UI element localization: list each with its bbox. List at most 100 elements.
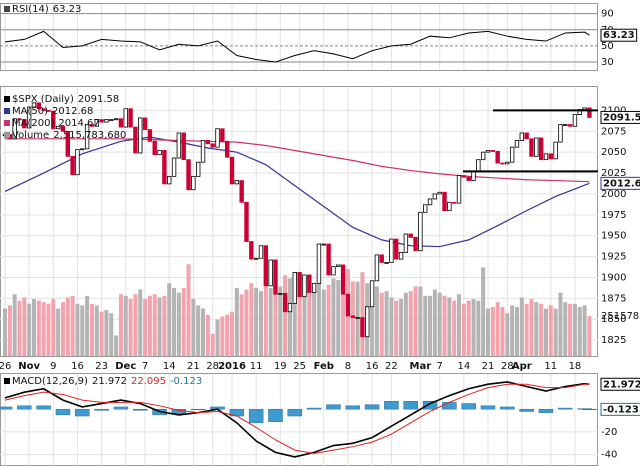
candle <box>350 315 355 318</box>
x-tick-label: 9 <box>50 361 56 372</box>
x-tick-label: 11 <box>544 361 557 372</box>
candle <box>553 141 558 160</box>
candle <box>80 148 85 151</box>
candle <box>336 264 341 268</box>
last-value-label: 2091.58 <box>603 112 640 123</box>
volume-bar <box>239 294 244 356</box>
candle <box>167 175 172 185</box>
volume-bar <box>210 333 215 356</box>
candle <box>205 140 211 145</box>
candle <box>133 126 138 154</box>
candle <box>423 204 428 213</box>
x-tick-label: Dec <box>115 361 136 372</box>
candle <box>104 119 109 123</box>
volume-bar <box>176 292 181 356</box>
volume-bar <box>297 292 302 356</box>
candle <box>128 108 133 128</box>
candle <box>171 157 177 177</box>
candle <box>17 118 22 121</box>
macd-histogram-bar <box>36 405 51 410</box>
candle <box>210 143 215 148</box>
candle <box>282 292 288 313</box>
candle <box>278 292 283 295</box>
volume-bar <box>321 289 326 356</box>
x-tick-label: 21 <box>187 361 200 372</box>
legend-part: Volume <box>12 130 49 141</box>
legend-swatch <box>4 132 10 138</box>
y-tick-label: 1925 <box>601 252 626 263</box>
candle <box>398 252 404 260</box>
macd-histogram-bar <box>94 408 109 411</box>
volume-bar <box>466 300 471 356</box>
candle <box>152 140 157 156</box>
volume-bar <box>350 281 355 356</box>
candle <box>514 140 520 148</box>
rsi-tick-label: 90 <box>601 9 614 20</box>
candle <box>408 233 413 238</box>
candle <box>94 119 99 127</box>
x-tick-label: Mar <box>410 361 432 372</box>
legend-part: 2014.67 <box>58 118 99 129</box>
y-tick-label: 1850 <box>601 314 626 325</box>
volume-bar <box>3 308 7 356</box>
volume-bar <box>215 319 220 356</box>
y-tick-label: 1975 <box>601 210 626 221</box>
macd-histogram-bar <box>75 408 90 417</box>
x-tick-label: Nov <box>18 361 40 372</box>
volume-bar <box>432 289 437 356</box>
candle <box>142 117 148 131</box>
rsi-panel <box>0 3 598 71</box>
volume-bar <box>452 300 457 356</box>
candle <box>389 238 394 263</box>
candle <box>480 151 486 161</box>
y-tick-label: 1875 <box>601 293 626 304</box>
macd-histogram-bar <box>268 408 283 422</box>
candle <box>70 155 75 176</box>
marks <box>0 30 598 458</box>
volume-bar <box>220 316 225 356</box>
candle <box>138 117 143 154</box>
candle <box>505 161 510 165</box>
volume-bar <box>157 297 162 356</box>
volume-bar <box>341 278 346 356</box>
volume-bar <box>118 294 123 356</box>
volume-bar <box>60 302 65 356</box>
candle <box>118 118 124 128</box>
volume-bar <box>587 316 592 356</box>
volume-bar <box>258 291 263 356</box>
macd-histogram-bar <box>113 406 129 410</box>
volume-bar <box>244 289 249 356</box>
y-tick-label: 1825 <box>601 335 626 346</box>
volume-bar <box>394 300 399 356</box>
candle <box>220 128 225 142</box>
volume-bar <box>471 299 476 356</box>
macd-histogram-bar <box>55 408 71 416</box>
volume-bar <box>543 308 548 356</box>
volume-bar <box>191 299 196 356</box>
volume-bar <box>413 286 418 356</box>
x-tick-label: 7 <box>142 361 148 372</box>
volume-bar <box>553 308 558 356</box>
macd-histogram-bar <box>422 401 438 410</box>
macd-histogram-bar <box>582 408 597 410</box>
candle <box>215 128 220 148</box>
candle <box>109 119 114 121</box>
volume-bar <box>399 299 404 356</box>
candle <box>36 102 42 110</box>
legend-entry: $SPX (Daily) 2091.58 <box>12 94 119 105</box>
legend-part: 22.095 <box>131 376 166 387</box>
volume-bar <box>230 311 235 356</box>
candle <box>374 254 380 282</box>
macd-histogram-bar <box>384 401 399 410</box>
volume-bar <box>65 297 70 356</box>
y-tick-label: 2000 <box>601 189 626 200</box>
x-tick-label: 16 <box>366 361 379 372</box>
legend-part: MA(200) <box>12 118 54 129</box>
candle <box>509 146 515 163</box>
volume-bar <box>181 287 186 356</box>
candle <box>451 201 457 204</box>
volume-bar <box>114 335 119 356</box>
labels: 26 Nov 9 16 23 Dec 7 14 21 28 2016 11 19 25 Feb 8 16 22 Ma… <box>0 4 640 461</box>
legend-part: MA(50) <box>12 106 48 117</box>
macd-histogram-bar <box>17 405 32 410</box>
